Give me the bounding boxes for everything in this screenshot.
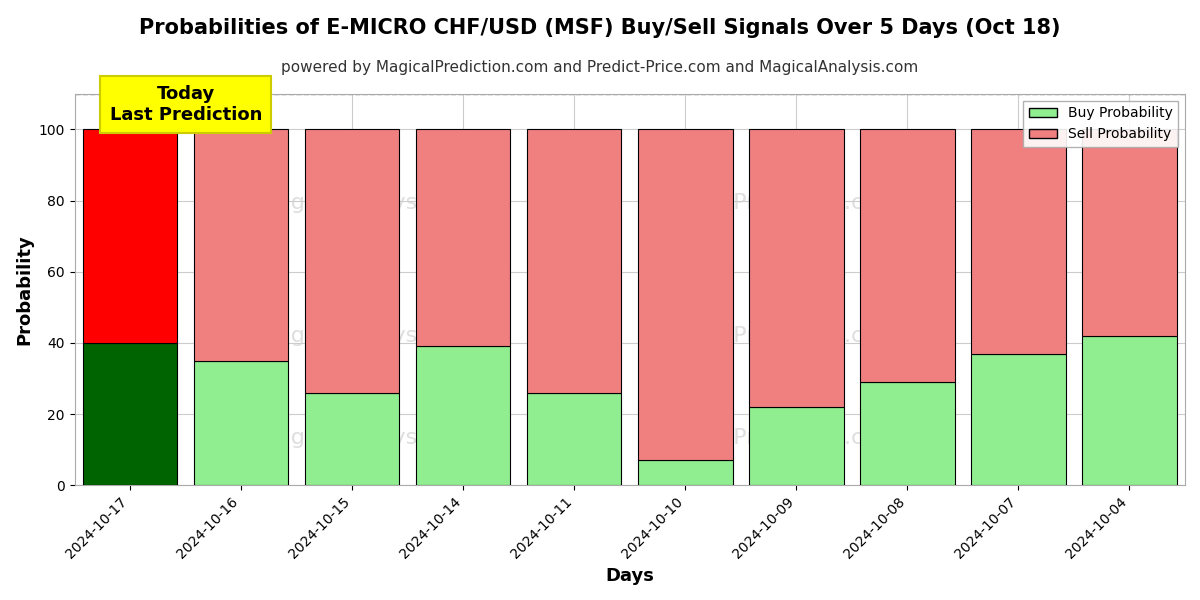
- Bar: [527, 130, 622, 392]
- Bar: [416, 346, 510, 485]
- X-axis label: Days: Days: [605, 567, 654, 585]
- Bar: [305, 130, 400, 392]
- Text: Today
Last Prediction: Today Last Prediction: [109, 85, 262, 124]
- Bar: [1082, 336, 1177, 485]
- Bar: [860, 130, 955, 382]
- Text: MagicalPrediction.com: MagicalPrediction.com: [649, 428, 900, 448]
- Bar: [1082, 130, 1177, 336]
- Bar: [638, 130, 732, 460]
- Bar: [527, 392, 622, 485]
- Text: powered by MagicalPrediction.com and Predict-Price.com and MagicalAnalysis.com: powered by MagicalPrediction.com and Pre…: [281, 60, 919, 75]
- Bar: [194, 361, 288, 485]
- Bar: [749, 130, 844, 407]
- Bar: [971, 130, 1066, 353]
- Y-axis label: Probability: Probability: [16, 234, 34, 345]
- Legend: Buy Probability, Sell Probability: Buy Probability, Sell Probability: [1024, 101, 1178, 147]
- Bar: [305, 392, 400, 485]
- Text: MagicalPrediction.com: MagicalPrediction.com: [649, 326, 900, 346]
- Bar: [416, 130, 510, 346]
- Text: MagicalAnalysis.com: MagicalAnalysis.com: [259, 326, 491, 346]
- Text: MagicalPrediction.com: MagicalPrediction.com: [649, 193, 900, 214]
- Bar: [971, 353, 1066, 485]
- Bar: [83, 130, 178, 343]
- Text: Probabilities of E-MICRO CHF/USD (MSF) Buy/Sell Signals Over 5 Days (Oct 18): Probabilities of E-MICRO CHF/USD (MSF) B…: [139, 18, 1061, 38]
- Text: MagicalAnalysis.com: MagicalAnalysis.com: [259, 193, 491, 214]
- Text: MagicalAnalysis.com: MagicalAnalysis.com: [259, 428, 491, 448]
- Bar: [638, 460, 732, 485]
- Bar: [83, 343, 178, 485]
- Bar: [749, 407, 844, 485]
- Bar: [194, 130, 288, 361]
- Bar: [860, 382, 955, 485]
